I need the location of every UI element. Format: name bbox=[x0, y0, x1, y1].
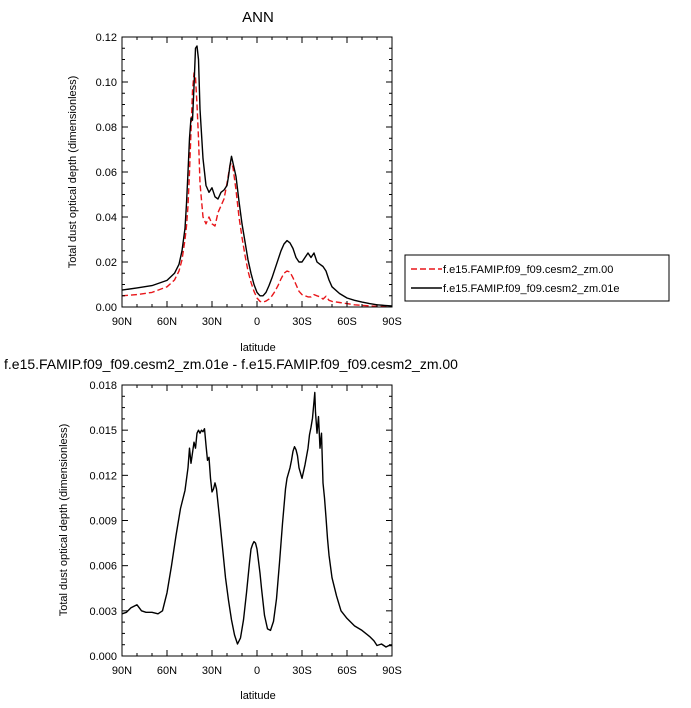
top-x-tick-label: 60S bbox=[337, 316, 357, 328]
top-x-tick-label: 30N bbox=[202, 316, 222, 328]
legend-label-01e: f.e15.FAMIP.f09_f09.cesm2_zm.01e bbox=[443, 283, 620, 295]
bottom-y-tick-label: 0.006 bbox=[89, 561, 117, 573]
bottom-x-tick-label: 30S bbox=[292, 665, 312, 677]
bottom-chart-frame bbox=[121, 384, 393, 657]
top-chart-plot-area bbox=[121, 45, 393, 308]
bottom-series-line-0 bbox=[121, 391, 392, 648]
bottom-x-tick-label: 90N bbox=[112, 665, 132, 677]
bottom-x-tick-label: 0 bbox=[254, 665, 260, 677]
top-series-line-0 bbox=[121, 72, 392, 308]
bottom-y-tick-label: 0.000 bbox=[89, 651, 117, 663]
top-chart-xlabel: latitude bbox=[240, 342, 275, 354]
bottom-y-tick-label: 0.018 bbox=[89, 380, 117, 392]
top-y-tick-label: 0.06 bbox=[96, 167, 117, 179]
top-chart-ticks: 90N 60N 30N 0 30S 60S 90S 0.00 0.02 0.04 0.06 0.08 0… bbox=[96, 32, 402, 328]
bottom-y-tick-label: 0.003 bbox=[89, 606, 117, 618]
top-x-tick-label: 90S bbox=[382, 316, 402, 328]
bottom-chart-ticks: 90N 60N 30N 0 30S 60S 90S 0.000 0.003 0.006 0.009 0… bbox=[89, 380, 401, 677]
legend-box bbox=[404, 254, 670, 302]
top-x-tick-label: 30S bbox=[292, 316, 312, 328]
top-y-tick-label: 0.12 bbox=[96, 32, 117, 44]
bottom-y-tick-label: 0.012 bbox=[89, 470, 117, 482]
top-series-line-1 bbox=[121, 45, 393, 307]
legend-label-00: f.e15.FAMIP.f09_f09.cesm2_zm.00 bbox=[443, 264, 613, 276]
bottom-chart-ylabel: Total dust optical depth (dimensionless) bbox=[58, 424, 70, 617]
bottom-x-tick-label: 60N bbox=[157, 665, 177, 677]
top-chart: ANN 90N 60N 30N 0 30S 60S 90S 0.00 0.02 0.04 0.06 0… bbox=[67, 9, 670, 354]
top-chart-ylabel: Total dust optical depth (dimensionless) bbox=[67, 76, 79, 269]
top-y-tick-label: 0.02 bbox=[96, 257, 117, 269]
top-y-tick-label: 0.08 bbox=[96, 122, 117, 134]
top-y-tick-label: 0.10 bbox=[96, 77, 117, 89]
bottom-chart-title: f.e15.FAMIP.f09_f09.cesm2_zm.01e - f.e15… bbox=[4, 356, 458, 372]
top-chart-legend: f.e15.FAMIP.f09_f09.cesm2_zm.00 f.e15.FA… bbox=[404, 254, 670, 302]
bottom-y-tick-label: 0.015 bbox=[89, 425, 117, 437]
bottom-chart-plot-area bbox=[121, 391, 392, 648]
bottom-x-tick-label: 60S bbox=[337, 665, 357, 677]
bottom-x-tick-label: 30N bbox=[202, 665, 222, 677]
top-y-tick-label: 0.00 bbox=[96, 302, 117, 314]
top-x-tick-label: 90N bbox=[112, 316, 132, 328]
bottom-chart-xlabel: latitude bbox=[240, 690, 275, 702]
top-x-tick-label: 0 bbox=[254, 316, 260, 328]
bottom-y-tick-label: 0.009 bbox=[89, 516, 117, 528]
top-chart-frame bbox=[121, 36, 393, 308]
top-chart-title: ANN bbox=[242, 9, 274, 26]
top-y-tick-label: 0.04 bbox=[96, 212, 117, 224]
bottom-x-tick-label: 90S bbox=[382, 665, 402, 677]
top-x-tick-label: 60N bbox=[157, 316, 177, 328]
bottom-chart: f.e15.FAMIP.f09_f09.cesm2_zm.01e - f.e15… bbox=[4, 356, 458, 702]
